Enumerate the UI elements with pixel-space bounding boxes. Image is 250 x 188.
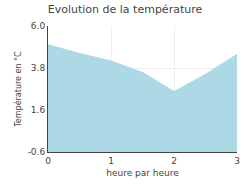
svg-text:-0.6: -0.6 xyxy=(28,147,46,157)
svg-text:1: 1 xyxy=(108,156,114,166)
svg-text:3: 3 xyxy=(234,156,240,166)
svg-text:3.8: 3.8 xyxy=(31,63,46,73)
svg-text:Evolution de la température: Evolution de la température xyxy=(48,3,203,16)
svg-text:heure par heure: heure par heure xyxy=(106,168,179,178)
svg-text:2: 2 xyxy=(171,156,177,166)
svg-text:1.6: 1.6 xyxy=(31,105,46,115)
svg-text:Température en °C: Température en °C xyxy=(13,51,23,128)
svg-text:6.0: 6.0 xyxy=(31,21,46,31)
svg-text:0: 0 xyxy=(45,156,51,166)
